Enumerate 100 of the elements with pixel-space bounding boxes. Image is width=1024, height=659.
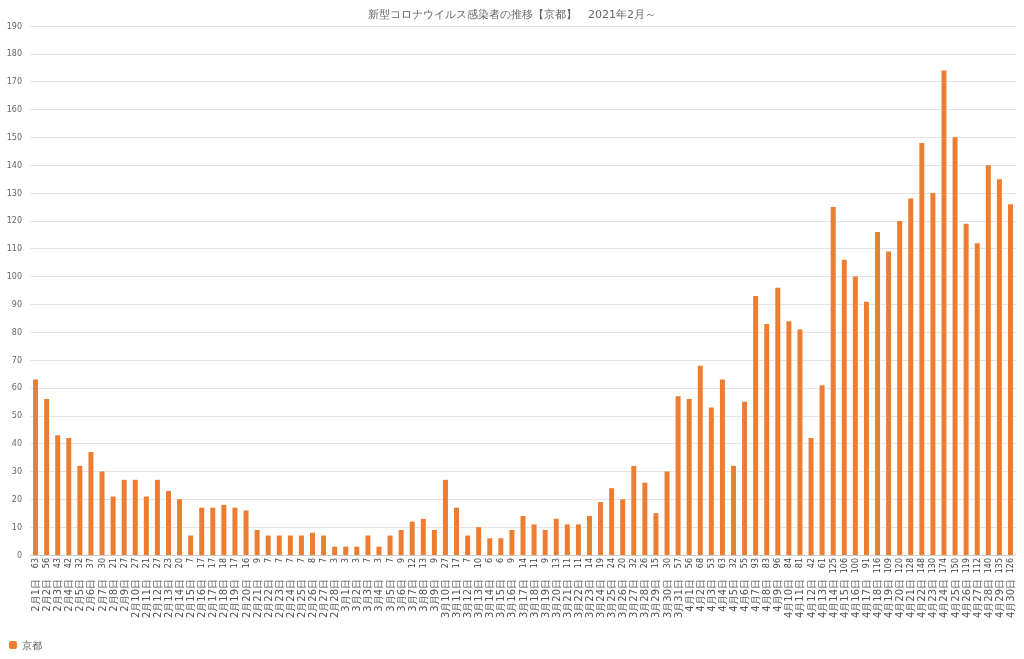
data-label: 23 xyxy=(163,558,173,569)
data-label: 119 xyxy=(961,558,971,574)
data-label: 9 xyxy=(507,558,517,564)
x-tick-label: 3月25日 xyxy=(606,579,618,619)
x-tick-label: 4月14日 xyxy=(827,579,839,619)
y-tick-label: 40 xyxy=(11,439,22,449)
data-label: 27 xyxy=(152,558,162,569)
data-label: 12 xyxy=(407,558,417,569)
bar xyxy=(742,401,748,555)
x-tick-label: 4月7日 xyxy=(750,579,762,612)
data-label: 81 xyxy=(795,558,805,569)
bar xyxy=(664,471,670,555)
bar xyxy=(708,407,714,555)
bar xyxy=(165,490,171,555)
data-label: 7 xyxy=(463,558,473,564)
bar xyxy=(598,502,604,555)
x-tick-label: 2月5日 xyxy=(74,579,86,612)
bar xyxy=(365,535,371,555)
x-tick-label: 2月20日 xyxy=(240,579,252,619)
data-label: 7 xyxy=(263,558,273,564)
x-tick-label: 4月10日 xyxy=(783,579,795,619)
data-label: 30 xyxy=(97,558,107,569)
x-tick-label: 4月17日 xyxy=(860,579,872,619)
data-label: 83 xyxy=(762,558,772,569)
x-tick-label: 4月11日 xyxy=(794,579,806,619)
bar xyxy=(332,546,338,555)
data-label: 140 xyxy=(983,558,993,574)
bar xyxy=(863,301,869,555)
x-tick-label: 2月11日 xyxy=(140,579,152,619)
x-tick-label: 4月12日 xyxy=(805,579,817,619)
bar xyxy=(310,532,315,555)
bar xyxy=(498,538,504,555)
y-tick-label: 90 xyxy=(11,299,22,309)
x-tick-label: 4月19日 xyxy=(883,579,895,619)
data-label: 17 xyxy=(452,558,462,569)
x-tick-label: 3月1日 xyxy=(340,579,352,612)
bar xyxy=(243,510,249,555)
y-tick-label: 180 xyxy=(6,49,22,59)
data-label: 57 xyxy=(673,558,683,569)
x-tick-label: 2月18日 xyxy=(218,579,230,619)
data-label: 9 xyxy=(252,558,262,564)
bar xyxy=(33,379,39,555)
bar xyxy=(897,220,903,555)
x-tick-label: 4月23日 xyxy=(927,579,939,619)
y-tick-label: 60 xyxy=(11,383,22,393)
x-tick-label: 3月6日 xyxy=(395,579,407,612)
y-tick-label: 100 xyxy=(6,272,22,282)
x-tick-label: 3月11日 xyxy=(451,579,463,619)
x-tick-label: 2月1日 xyxy=(30,579,42,612)
data-label: 6 xyxy=(496,558,506,564)
x-tick-label: 2月28日 xyxy=(329,579,341,619)
data-label: 7 xyxy=(186,558,196,564)
y-tick-label: 190 xyxy=(6,21,22,31)
bar xyxy=(553,518,559,555)
x-tick-label: 4月25日 xyxy=(949,579,961,619)
bar xyxy=(298,535,304,555)
bar xyxy=(254,529,260,555)
bar xyxy=(697,365,703,555)
data-label: 27 xyxy=(130,558,140,569)
bar xyxy=(110,496,116,555)
x-tick-label: 3月23日 xyxy=(583,579,595,619)
bar xyxy=(542,529,548,555)
x-tick-label: 2月25日 xyxy=(295,579,307,619)
bar xyxy=(609,488,615,555)
bar xyxy=(476,527,482,555)
data-label: 116 xyxy=(873,558,883,574)
bar xyxy=(564,524,570,555)
x-tick-label: 3月15日 xyxy=(495,579,507,619)
x-tick-label: 2月15日 xyxy=(185,579,197,619)
x-tick-label: 3月19日 xyxy=(539,579,551,619)
x-tick-label: 4月9日 xyxy=(772,579,784,612)
x-tick-label: 3月18日 xyxy=(528,579,540,619)
data-label: 17 xyxy=(208,558,218,569)
data-label: 15 xyxy=(651,558,661,569)
bar xyxy=(620,499,626,555)
x-tick-label: 4月20日 xyxy=(894,579,906,619)
bar xyxy=(132,479,138,555)
x-tick-label: 3月3日 xyxy=(362,579,374,612)
bar xyxy=(1007,204,1013,555)
bar xyxy=(797,329,803,555)
y-tick-label: 140 xyxy=(6,160,22,170)
y-tick-label: 70 xyxy=(11,355,22,365)
data-label: 56 xyxy=(684,558,694,569)
x-tick-label: 4月16日 xyxy=(849,579,861,619)
y-tick-label: 0 xyxy=(16,550,22,560)
x-tick-label: 3月12日 xyxy=(462,579,474,619)
x-tick-label: 2月21日 xyxy=(251,579,263,619)
data-label: 112 xyxy=(972,558,982,574)
y-tick-label: 110 xyxy=(6,244,22,254)
y-tick-label: 30 xyxy=(11,466,22,476)
x-tick-label: 4月6日 xyxy=(739,579,751,612)
data-label: 42 xyxy=(64,558,74,569)
data-label: 43 xyxy=(53,558,63,569)
x-tick-label: 4月15日 xyxy=(838,579,850,619)
x-tick-label: 3月21日 xyxy=(561,579,573,619)
x-tick-label: 4月5日 xyxy=(727,579,739,612)
bar xyxy=(952,137,958,555)
x-tick-label: 4月26日 xyxy=(960,579,972,619)
data-label: 3 xyxy=(330,558,340,564)
bar xyxy=(675,396,681,555)
